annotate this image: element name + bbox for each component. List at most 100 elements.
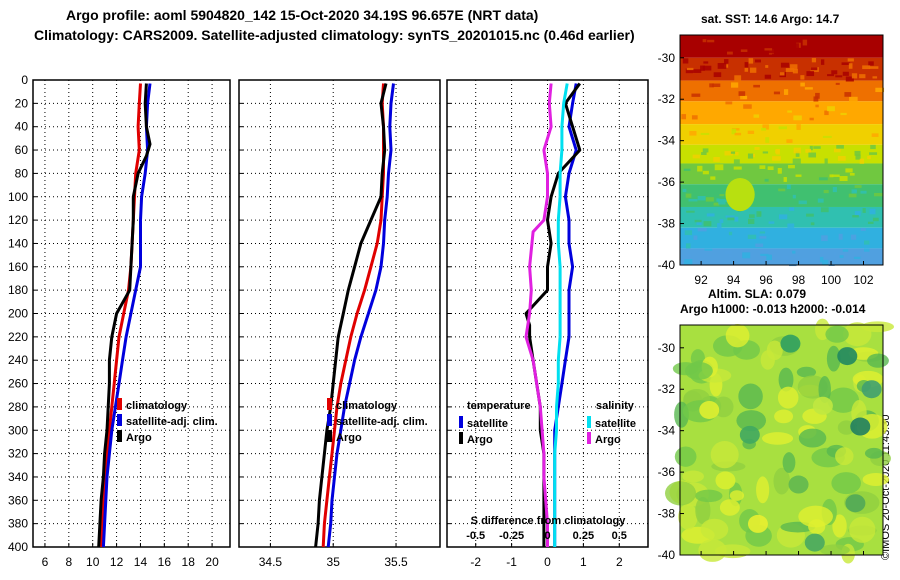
sst-texture-cell xyxy=(796,124,801,130)
sst-texture-cell xyxy=(743,104,752,109)
sla-texture-blob xyxy=(714,544,751,559)
sst-texture-cell xyxy=(713,156,720,162)
sla-texture-blob xyxy=(818,375,831,404)
sla-texture-blob xyxy=(700,518,729,541)
sst-texture-cell xyxy=(792,250,796,254)
sst-texture-cell xyxy=(723,59,729,64)
series-line xyxy=(99,83,142,548)
legend-label: climatology xyxy=(336,400,398,412)
sst-texture-cell xyxy=(823,189,829,194)
sst-texture-cell xyxy=(864,240,870,245)
sst-texture-cell xyxy=(841,62,851,65)
sst-texture-cell xyxy=(710,176,716,180)
sla-map-title-line2: Argo h1000: -0.013 h2000: -0.014 xyxy=(680,302,866,316)
legend-swatch xyxy=(117,398,122,410)
sst-texture-cell xyxy=(779,72,785,76)
sst-texture-cell xyxy=(855,154,861,160)
sst-texture-cell xyxy=(682,58,689,64)
sst-texture-cell xyxy=(868,61,874,66)
sla-y-tick-label: -40 xyxy=(658,548,676,562)
sst-band xyxy=(680,80,883,102)
sst-y-tick-label: -32 xyxy=(658,92,676,106)
sst-texture-cell xyxy=(725,215,735,218)
sst-texture-cell xyxy=(833,148,841,153)
sst-texture-cell xyxy=(682,188,687,193)
sst-band xyxy=(680,144,883,164)
sst-texture-cell xyxy=(697,196,706,201)
sst-texture-cell xyxy=(759,231,766,234)
sst-feature xyxy=(725,177,755,212)
sst-texture-cell xyxy=(717,223,722,229)
sst-texture-cell xyxy=(705,197,714,202)
sst-texture-cell xyxy=(862,65,871,70)
legend-swatch xyxy=(327,414,332,426)
chart-title-line1: Argo profile: aoml 5904820_142 15-Oct-20… xyxy=(66,7,539,23)
legend-label: satellite xyxy=(595,418,636,430)
sst-texture-cell xyxy=(802,39,808,46)
secondary-axis-label: S difference from climatology xyxy=(471,515,627,527)
sst-texture-cell xyxy=(815,92,820,99)
sst-texture-cell xyxy=(754,146,760,151)
sst-texture-cell xyxy=(778,214,788,220)
sst-texture-cell xyxy=(684,230,693,236)
sst-texture-cell xyxy=(688,198,698,202)
sst-texture-cell xyxy=(686,67,694,71)
sst-texture-cell xyxy=(801,257,809,263)
y-tick-label: 120 xyxy=(8,213,28,227)
sst-texture-cell xyxy=(804,87,813,90)
sst-texture-cell xyxy=(731,128,737,135)
sst-texture-cell xyxy=(740,49,748,52)
x-tick-label: 2 xyxy=(616,555,623,569)
sst-texture-cell xyxy=(772,156,781,161)
legend-title-temperature: temperature xyxy=(467,400,531,412)
sst-texture-cell xyxy=(703,221,712,227)
sst-texture-cell xyxy=(748,58,754,64)
sla-texture-blob xyxy=(774,409,794,424)
sst-texture-cell xyxy=(689,130,697,136)
legend-label: climatology xyxy=(126,400,188,412)
sst-band xyxy=(680,124,883,145)
sst-texture-cell xyxy=(854,185,862,188)
sst-texture-cell xyxy=(730,151,736,154)
sst-texture-cell xyxy=(693,235,698,240)
sst-texture-cell xyxy=(747,130,755,135)
sst-texture-cell xyxy=(842,71,849,76)
sst-texture-cell xyxy=(842,49,846,53)
legend-swatch xyxy=(327,430,332,442)
sst-texture-cell xyxy=(706,213,715,217)
sst-texture-cell xyxy=(795,43,799,50)
sst-texture-cell xyxy=(692,154,700,159)
sst-texture-cell xyxy=(725,101,733,105)
sst-texture-cell xyxy=(691,93,701,97)
sst-texture-cell xyxy=(742,252,751,259)
sla-texture-blob xyxy=(773,467,790,495)
sla-texture-blob xyxy=(674,446,697,467)
sla-texture-blob xyxy=(827,387,860,413)
sst-texture-cell xyxy=(836,145,844,149)
sla-texture-blob xyxy=(808,519,826,534)
sst-texture-cell xyxy=(686,253,692,258)
sst-y-tick-label: -34 xyxy=(658,134,676,148)
sst-texture-cell xyxy=(790,64,798,71)
sst-texture-cell xyxy=(800,75,805,80)
y-tick-label: 0 xyxy=(21,73,28,87)
legend-swatch xyxy=(117,414,122,426)
secondary-tick-label: 0.25 xyxy=(573,530,594,542)
y-tick-label: 260 xyxy=(8,377,28,391)
sst-texture-cell xyxy=(775,39,781,44)
sst-texture-cell xyxy=(733,159,740,166)
sst-texture-cell xyxy=(713,72,722,78)
sst-texture-cell xyxy=(680,258,685,262)
y-tick-label: 80 xyxy=(15,166,29,180)
sla-texture-blob xyxy=(695,496,711,525)
legend-label: Argo xyxy=(595,434,621,446)
sst-texture-cell xyxy=(864,248,870,252)
sst-texture-cell xyxy=(697,165,703,172)
sst-texture-cell xyxy=(806,213,814,217)
sst-texture-cell xyxy=(798,200,807,205)
sst-texture-cell xyxy=(733,53,740,56)
sst-texture-cell xyxy=(761,127,767,131)
x-tick-label: 16 xyxy=(158,555,172,569)
sla-texture-blob xyxy=(832,514,847,538)
series-line xyxy=(524,82,582,547)
